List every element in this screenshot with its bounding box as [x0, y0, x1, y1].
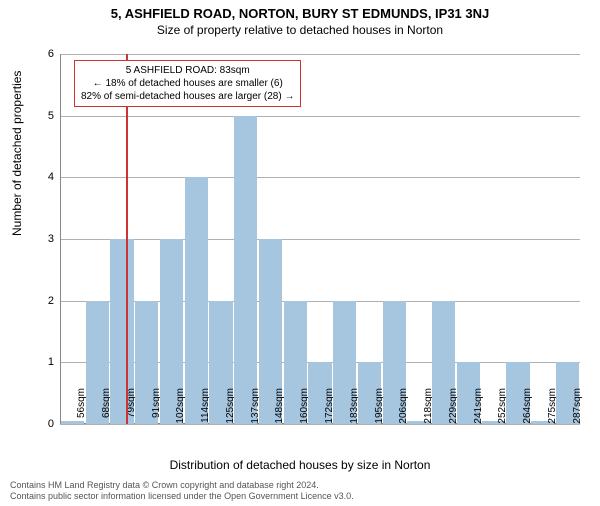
chart-title-sub: Size of property relative to detached ho…	[0, 23, 600, 37]
gridline	[60, 177, 580, 178]
y-tick-label: 0	[24, 418, 54, 430]
y-tick-label: 3	[24, 233, 54, 245]
annotation-line: ← 18% of detached houses are smaller (6)	[81, 77, 294, 90]
footer-line-1: Contains HM Land Registry data © Crown c…	[10, 480, 354, 491]
histogram-bar	[234, 116, 257, 424]
footer-line-2: Contains public sector information licen…	[10, 491, 354, 502]
gridline	[60, 54, 580, 55]
y-tick-label: 1	[24, 356, 54, 368]
y-axis-label: Number of detached properties	[10, 71, 24, 236]
y-tick-label: 5	[24, 110, 54, 122]
footer-attribution: Contains HM Land Registry data © Crown c…	[10, 480, 354, 502]
chart-title-main: 5, ASHFIELD ROAD, NORTON, BURY ST EDMUND…	[0, 6, 600, 21]
property-marker-line	[126, 54, 128, 424]
y-tick-label: 2	[24, 295, 54, 307]
annotation-line: 82% of semi-detached houses are larger (…	[81, 90, 294, 103]
x-axis-label: Distribution of detached houses by size …	[0, 458, 600, 472]
x-tick-label: 287sqm	[572, 388, 583, 430]
y-tick-label: 6	[24, 48, 54, 60]
y-axis-line	[60, 54, 61, 424]
annotation-line: 5 ASHFIELD ROAD: 83sqm	[81, 64, 294, 77]
histogram-bar	[185, 177, 208, 424]
y-tick-label: 4	[24, 171, 54, 183]
plot-surface: 012345656sqm68sqm79sqm91sqm102sqm114sqm1…	[60, 54, 580, 424]
gridline	[60, 116, 580, 117]
gridline	[60, 239, 580, 240]
annotation-box: 5 ASHFIELD ROAD: 83sqm← 18% of detached …	[74, 60, 301, 107]
chart-plot-area: 012345656sqm68sqm79sqm91sqm102sqm114sqm1…	[60, 54, 580, 424]
